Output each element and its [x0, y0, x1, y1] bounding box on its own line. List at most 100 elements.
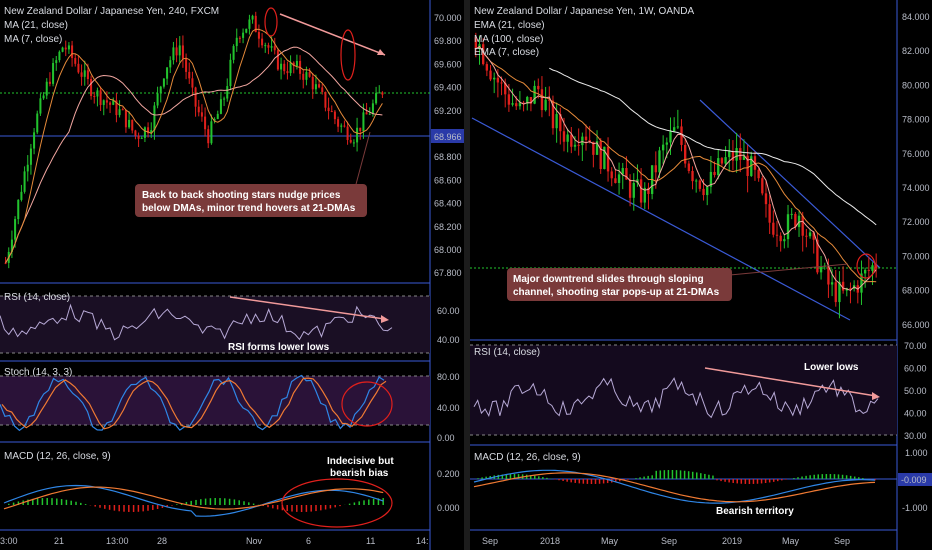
left-candle-body [29, 148, 32, 165]
right-candle-body [482, 44, 485, 65]
left-background [0, 0, 464, 550]
left-candle-body [33, 132, 36, 149]
left-candle-body [197, 106, 200, 113]
left-rsi-line [0, 303, 393, 341]
left-candle-body [305, 72, 308, 80]
left-candle-body [273, 46, 276, 51]
left-candle-body [276, 50, 279, 70]
left-candle-body [248, 19, 251, 29]
left-candle-body [52, 63, 55, 84]
left-candle-body [191, 78, 194, 88]
left-time-axis: 3:00 21 13:00 28 Nov 6 11 14: [0, 536, 429, 546]
right-candle-body [750, 156, 753, 176]
left-candle-body [356, 127, 359, 143]
left-annotation-box [135, 184, 367, 217]
left-candle-body [270, 46, 273, 48]
right-rsi-tick: 50.00 [904, 386, 927, 396]
left-candle-body [337, 119, 340, 127]
left-candle-body [346, 126, 349, 141]
right-macd-value-badge [898, 473, 932, 486]
left-candle-body [80, 72, 83, 77]
right-candle-body [709, 171, 713, 187]
left-candle-body [169, 60, 172, 68]
right-candle-body [643, 187, 646, 203]
right-channel-upper [699, 99, 881, 269]
right-candle-body [812, 232, 815, 240]
left-candle-body [311, 76, 314, 90]
right-price-tick: 66.000 [902, 320, 930, 330]
left-time-tick: 21 [54, 536, 64, 546]
left-candle-body [207, 129, 210, 144]
left-chart: 70.00069.80069.60069.40069.20069.00068.8… [0, 0, 464, 550]
right-price-tick: 80.000 [902, 80, 930, 90]
right-ema21-line [475, 45, 877, 283]
right-candle-body [860, 273, 863, 293]
left-candle-body [93, 95, 96, 97]
right-candle-body [551, 100, 555, 129]
right-candle-body [573, 144, 577, 147]
left-candle-body [188, 71, 191, 79]
left-candle-body [131, 119, 134, 131]
right-candle-body [746, 155, 749, 176]
right-candle-body [647, 187, 650, 194]
left-candle-body [359, 127, 362, 132]
left-candle-body [17, 199, 20, 220]
left-rsi-trend-arrow [229, 296, 386, 320]
right-candle-body [783, 239, 786, 242]
left-candle-body [213, 118, 216, 122]
right-candle-body [617, 174, 621, 183]
left-legend-ma21: MA (21, close) [4, 20, 68, 31]
left-candle-body [45, 81, 48, 96]
left-candle-body [99, 90, 102, 105]
right-annotation-line-2: channel, shooting star pops-up at 21-DMA… [513, 287, 720, 298]
right-candle-body [849, 288, 852, 290]
left-candle-body [134, 130, 137, 136]
left-price-tick: 67.800 [434, 268, 462, 278]
left-candle-body [185, 58, 188, 72]
left-candle-body [105, 100, 108, 103]
right-time-tick: May [601, 536, 619, 546]
right-candle-body [672, 127, 676, 132]
left-candle-body [232, 46, 235, 60]
left-time-tick: 3:00 [0, 536, 18, 546]
left-candle-body [318, 84, 321, 88]
right-candle-body [676, 126, 680, 128]
right-candle-body [724, 157, 727, 164]
left-candle-body [124, 109, 127, 128]
right-candle-body [606, 146, 610, 172]
right-candle-body [515, 103, 518, 107]
right-macd-axis-neg1: -1.000 [902, 503, 928, 513]
right-title: New Zealand Dollar / Japanese Yen, 1W, O… [474, 6, 694, 17]
right-candle-body [717, 158, 720, 176]
right-time-tick: May [782, 536, 800, 546]
right-candle-body [584, 136, 588, 141]
left-candle-body [64, 47, 67, 50]
right-rsi-arrowhead [872, 392, 880, 400]
left-candle-body [153, 105, 156, 131]
left-candle-body [219, 99, 222, 114]
left-candle-body [175, 47, 178, 56]
right-candle-body [526, 97, 529, 104]
left-candle-body [289, 62, 292, 74]
right-candle-body [834, 282, 837, 303]
right-candle-body [533, 85, 536, 104]
right-candle-body [548, 99, 551, 101]
right-macd-title: MACD (12, 26, close, 9) [474, 452, 581, 463]
left-macd-signal-line [3, 486, 384, 510]
left-candle-body [10, 239, 13, 252]
left-stoch-d-line [1, 377, 387, 430]
right-candle-body [562, 131, 566, 142]
left-candle-body [264, 45, 267, 47]
left-candle-body [352, 142, 355, 144]
left-candle-body [143, 127, 146, 138]
right-candle-body [805, 235, 808, 237]
right-candle-body [713, 171, 716, 176]
right-candle-body [555, 114, 558, 129]
right-candle-body [794, 213, 797, 228]
left-candle-body [23, 171, 26, 192]
left-annotation-line-2: below DMAs, minor trend hovers at 21-DMA… [142, 203, 356, 214]
left-candle-body [343, 125, 346, 127]
left-candle-body [39, 98, 42, 114]
right-candle-body [808, 232, 812, 237]
right-candle-body [625, 168, 628, 180]
